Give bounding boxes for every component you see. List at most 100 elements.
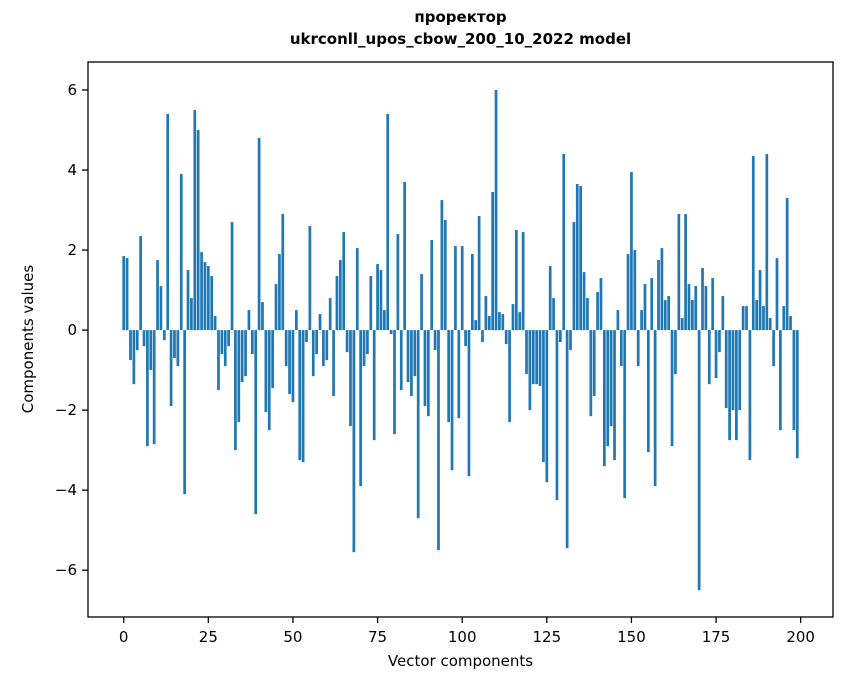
bar <box>410 330 413 397</box>
bar <box>660 248 664 331</box>
bar <box>359 330 362 487</box>
bar <box>542 330 545 463</box>
bar <box>288 330 291 395</box>
bar <box>200 252 203 331</box>
chart-title: проректор ukrconll_upos_cbow_200_10_2022… <box>88 6 833 50</box>
bar <box>152 330 156 445</box>
bar <box>135 330 139 351</box>
bar <box>125 258 129 331</box>
bar <box>305 330 308 343</box>
bar <box>609 330 613 427</box>
bar <box>504 330 508 345</box>
bar <box>687 284 691 331</box>
bar <box>237 330 241 423</box>
bar <box>562 154 566 331</box>
bar <box>362 330 366 367</box>
bar <box>758 270 762 331</box>
bar <box>728 330 731 441</box>
bar <box>484 296 488 331</box>
bar <box>596 292 599 331</box>
bar <box>223 330 227 367</box>
y-tick-label: −4 <box>55 481 77 499</box>
bar <box>569 330 572 351</box>
bar <box>755 300 759 331</box>
y-tick-label: −2 <box>55 401 77 419</box>
bar <box>403 182 407 331</box>
bar <box>630 172 633 331</box>
x-tick-label: 100 <box>448 628 477 646</box>
bar <box>284 330 288 367</box>
bar <box>765 154 769 331</box>
bar <box>457 330 461 419</box>
bar <box>227 330 230 347</box>
bar <box>545 330 549 483</box>
bar <box>389 330 393 335</box>
bar <box>129 330 132 361</box>
bar <box>735 330 738 441</box>
bar <box>372 330 376 441</box>
bar <box>606 330 610 447</box>
bar <box>271 330 274 389</box>
bar <box>464 330 467 347</box>
bar <box>633 250 637 331</box>
bar <box>515 230 518 331</box>
x-tick-label: 0 <box>119 628 129 646</box>
bar <box>159 286 163 331</box>
bar <box>711 278 715 331</box>
bar <box>254 330 258 515</box>
bar <box>741 306 745 331</box>
bar <box>193 110 197 331</box>
bar <box>470 254 474 331</box>
bar <box>768 318 772 331</box>
bar <box>477 216 481 331</box>
bar <box>694 286 698 331</box>
bar <box>582 272 586 331</box>
bar <box>467 330 471 477</box>
bar <box>487 316 491 331</box>
x-tick-label: 150 <box>617 628 646 646</box>
bar <box>491 192 495 331</box>
bar <box>789 316 792 331</box>
bar <box>416 330 420 519</box>
bar <box>146 330 149 447</box>
bar <box>501 314 505 331</box>
bar <box>399 330 403 391</box>
bar <box>426 330 430 417</box>
bar <box>264 330 268 413</box>
bar <box>555 330 559 501</box>
x-tick-label: 50 <box>283 628 302 646</box>
y-tick-label: 6 <box>67 81 77 99</box>
bar <box>393 330 396 435</box>
bar <box>748 330 752 461</box>
bar <box>274 284 278 331</box>
plot-border <box>87 61 834 618</box>
bar <box>244 330 247 377</box>
bar <box>440 200 444 331</box>
bar <box>535 330 539 385</box>
bar <box>447 330 451 423</box>
bar <box>379 270 383 331</box>
bar <box>349 330 352 427</box>
bar <box>613 330 616 461</box>
x-tick-label: 175 <box>702 628 731 646</box>
bar <box>454 246 457 331</box>
bar <box>190 298 193 331</box>
bar <box>430 240 434 331</box>
bar <box>592 330 596 397</box>
bar <box>650 278 654 331</box>
bar <box>704 286 708 331</box>
bar <box>691 300 694 331</box>
bar <box>494 90 498 331</box>
y-tick-label: 0 <box>67 321 77 339</box>
bar <box>663 300 667 331</box>
bar <box>782 306 786 331</box>
bar <box>281 214 285 331</box>
bar <box>139 236 142 331</box>
bar <box>785 198 789 331</box>
bar <box>684 214 687 331</box>
bar <box>779 330 782 431</box>
bar <box>680 318 684 331</box>
bar <box>559 330 562 343</box>
bar <box>647 330 650 453</box>
y-tick-label: 2 <box>67 241 77 259</box>
